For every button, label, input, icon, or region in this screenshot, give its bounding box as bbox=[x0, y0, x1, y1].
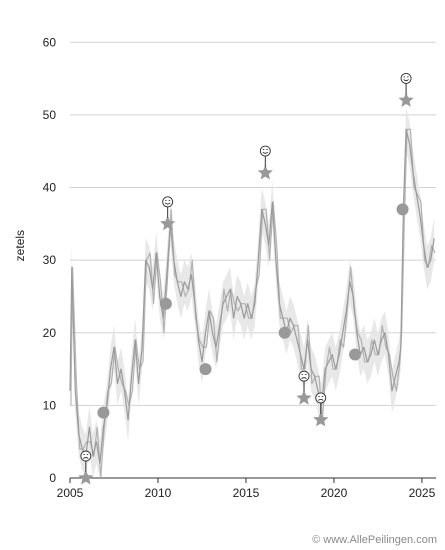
frown-face-icon bbox=[80, 450, 92, 462]
x-tick-label-2025: 2025 bbox=[409, 486, 436, 500]
election-result-star-5 bbox=[257, 165, 273, 180]
election-result-marker-2 bbox=[159, 297, 172, 310]
source-credit: © www.AllePeilingen.com bbox=[312, 534, 437, 546]
y-tick-label-50: 50 bbox=[43, 108, 57, 122]
frown-face-icon bbox=[298, 370, 310, 382]
election-result-star-0 bbox=[78, 470, 94, 485]
smile-face-icon bbox=[162, 196, 174, 208]
face-mouth-11 bbox=[403, 79, 409, 82]
smile-face-icon bbox=[259, 145, 271, 157]
y-tick-label-20: 20 bbox=[43, 326, 57, 340]
y-tick-label-60: 60 bbox=[43, 35, 57, 49]
x-tick-label-2020: 2020 bbox=[321, 486, 348, 500]
frown-face-icon bbox=[315, 392, 327, 404]
election-result-marker-6 bbox=[278, 326, 291, 339]
election-result-marker-1 bbox=[97, 406, 110, 419]
series-band-0 bbox=[70, 107, 435, 479]
election-result-marker-4 bbox=[199, 363, 212, 376]
election-result-star-3 bbox=[160, 215, 176, 231]
face-mouth-3 bbox=[164, 202, 171, 205]
election-result-star-7 bbox=[296, 390, 312, 405]
election-result-star-8 bbox=[313, 411, 329, 427]
x-tick-label-2015: 2015 bbox=[233, 486, 260, 500]
election-result-marker-9 bbox=[349, 348, 362, 361]
series-line-alt-0 bbox=[70, 128, 436, 479]
smile-face-icon bbox=[400, 72, 412, 84]
election-result-star-11 bbox=[398, 92, 414, 107]
face-mouth-7 bbox=[301, 377, 307, 379]
y-tick-label-30: 30 bbox=[43, 253, 57, 267]
face-mouth-8 bbox=[317, 398, 324, 401]
y-tick-label-10: 10 bbox=[43, 398, 57, 412]
y-axis-label: zetels bbox=[13, 230, 27, 261]
x-tick-label-2005: 2005 bbox=[57, 486, 84, 500]
y-tick-label-40: 40 bbox=[43, 181, 57, 195]
election-result-marker-10 bbox=[396, 203, 409, 216]
face-mouth-0 bbox=[83, 457, 89, 459]
face-mouth-5 bbox=[262, 151, 269, 154]
x-tick-label-2010: 2010 bbox=[145, 486, 172, 500]
y-tick-label-0: 0 bbox=[49, 471, 56, 485]
